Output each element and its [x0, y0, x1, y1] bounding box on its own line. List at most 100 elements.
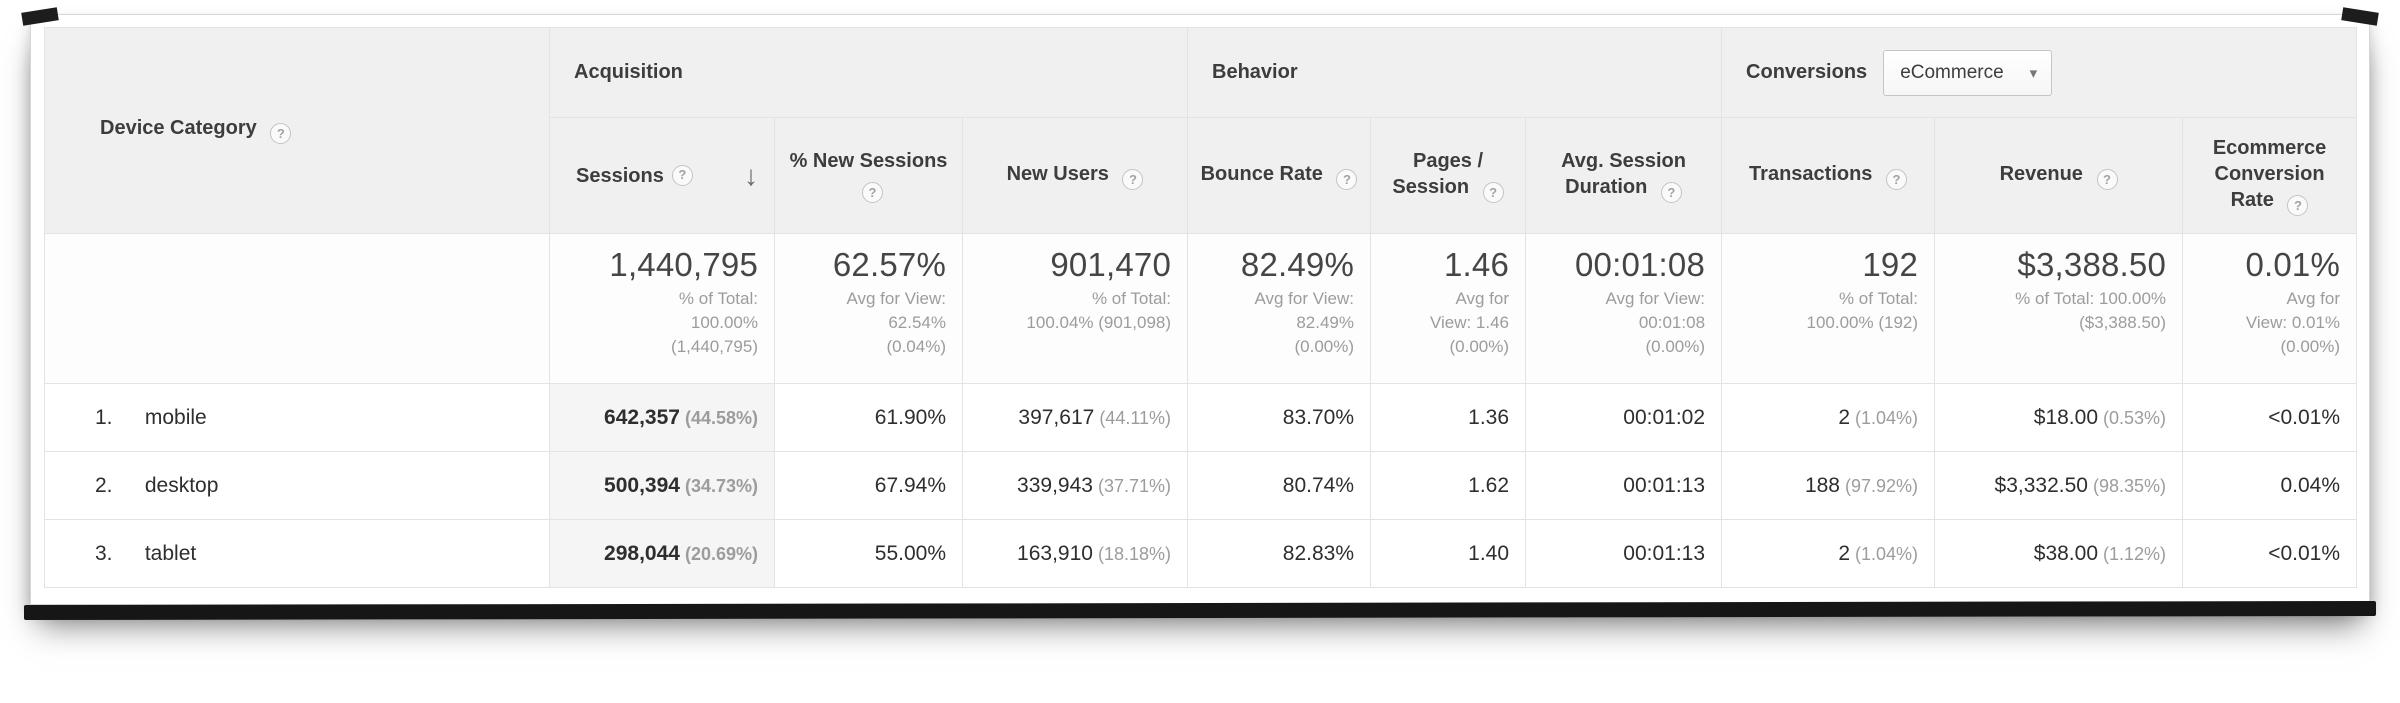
new-users-column-header[interactable]: New Users ?: [961, 117, 1189, 234]
totals-pages-session-cell: 1.46 Avg for View: 1.46 (0.00%): [1370, 233, 1527, 384]
column-label: Transactions: [1749, 162, 1873, 185]
summary-value: 1.46: [1443, 246, 1510, 283]
totals-device-cell: [44, 233, 550, 384]
pages-session-column-header[interactable]: Pages / Session ?: [1370, 117, 1527, 234]
conversions-group-header: Conversions eCommerce ▾: [1721, 27, 2358, 118]
frame-corner-shadow: [21, 7, 59, 26]
help-icon[interactable]: ?: [1122, 169, 1144, 191]
table-row: 1. mobile 642,357 (44.58%) 61.90% 397,617…: [44, 383, 2358, 452]
percent-of-total: (44.11%): [1099, 407, 1172, 428]
totals-transactions-cell: 192 % of Total: 100.00% (192): [1721, 233, 1936, 384]
new-sessions-column-header[interactable]: % New Sessions ?: [774, 117, 963, 234]
sort-descending-icon[interactable]: ↓: [744, 159, 758, 191]
sessions-column-header[interactable]: Sessions ? ↓: [549, 117, 775, 234]
device-category-column-header[interactable]: Device Category ?: [44, 27, 550, 234]
group-label: Conversions: [1746, 61, 1868, 83]
bounce-rate-column-header[interactable]: Bounce Rate ?: [1187, 117, 1372, 234]
group-label: Behavior: [1212, 61, 1298, 83]
new-sessions-cell: 67.94%: [774, 451, 963, 520]
group-header-row: Device Category ? Acquisition Behavior C…: [44, 27, 2358, 234]
revenue-cell: $18.00 (0.53%): [1934, 383, 2184, 452]
totals-conversion-rate-cell: 0.01% Avg for View: 0.01% (0.00%): [2182, 233, 2358, 384]
row-index: 2.: [95, 473, 113, 497]
device-cell: 1. mobile: [44, 383, 550, 452]
dropdown-value: eCommerce: [1900, 61, 2004, 83]
behavior-group-header: Behavior: [1187, 27, 1723, 118]
summary-value: 192: [1862, 246, 1919, 283]
summary-subtext: % of Total: 100.00% (192): [1806, 289, 1919, 332]
device-label[interactable]: desktop: [144, 473, 219, 497]
help-icon[interactable]: ?: [2287, 195, 2309, 217]
device-label[interactable]: mobile: [144, 405, 207, 429]
summary-subtext: % of Total: 100.00% ($3,388.50): [2015, 289, 2167, 332]
avg-session-duration-column-header[interactable]: Avg. Session Duration ?: [1525, 117, 1723, 234]
revenue-column-header[interactable]: Revenue ?: [1934, 117, 2184, 234]
summary-subtext: Avg for View: 00:01:08 (0.00%): [1605, 289, 1706, 356]
totals-new-users-cell: 901,470 % of Total: 100.04% (901,098): [961, 233, 1189, 384]
group-label: Acquisition: [574, 61, 683, 83]
summary-subtext: % of Total: 100.04% (901,098): [1026, 289, 1172, 332]
percent-of-total: (1.12%): [2103, 543, 2167, 564]
row-index: 3.: [95, 541, 113, 565]
column-label: Bounce Rate: [1200, 162, 1323, 185]
summary-subtext: Avg for View: 1.46 (0.00%): [1429, 289, 1510, 356]
table-row: 3. tablet 298,044 (20.69%) 55.00% 163,910…: [44, 519, 2358, 588]
percent-of-total: (37.71%): [1097, 475, 1172, 496]
analytics-table: Device Category ? Acquisition Behavior C…: [44, 27, 2358, 588]
column-label: Avg. Session Duration: [1561, 149, 1686, 198]
sessions-cell: 642,357 (44.58%): [549, 383, 775, 452]
column-label: Revenue: [1999, 162, 2083, 185]
ecommerce-conversion-rate-column-header[interactable]: Ecommerce Conversion Rate ?: [2182, 117, 2358, 234]
help-icon[interactable]: ?: [2096, 169, 2118, 191]
conversion-rate-cell: <0.01%: [2182, 383, 2358, 452]
summary-subtext: % of Total: 100.00% (1,440,795): [671, 289, 758, 356]
ecommerce-goal-dropdown[interactable]: eCommerce ▾: [1883, 49, 2053, 96]
transactions-cell: 188 (97.92%): [1721, 451, 1936, 520]
help-icon[interactable]: ?: [1660, 182, 1682, 204]
column-label: Pages / Session: [1392, 149, 1484, 198]
help-icon[interactable]: ?: [1336, 169, 1358, 191]
sessions-cell: 298,044 (20.69%): [549, 519, 775, 588]
column-label: % New Sessions: [789, 149, 948, 172]
summary-value: 82.49%: [1240, 246, 1355, 283]
bounce-rate-cell: 82.83%: [1187, 519, 1372, 588]
new-users-cell: 339,943 (37.71%): [961, 451, 1189, 520]
chevron-down-icon: ▾: [2029, 64, 2038, 82]
column-label: New Users: [1006, 162, 1109, 185]
column-label: Ecommerce Conversion Rate: [2212, 136, 2327, 211]
revenue-cell: $3,332.50 (98.35%): [1934, 451, 2184, 520]
avg-duration-cell: 00:01:02: [1525, 383, 1723, 452]
totals-sessions-cell: 1,440,795 % of Total: 100.00% (1,440,795…: [549, 233, 775, 384]
pages-session-cell: 1.36: [1370, 383, 1527, 452]
device-category-label: Device Category: [100, 117, 257, 139]
avg-duration-cell: 00:01:13: [1525, 451, 1723, 520]
row-index: 1.: [95, 405, 113, 429]
summary-value: 00:01:08: [1574, 246, 1706, 283]
summary-value: 901,470: [1050, 246, 1172, 283]
new-sessions-cell: 61.90%: [774, 383, 963, 452]
totals-bounce-rate-cell: 82.49% Avg for View: 82.49% (0.00%): [1187, 233, 1372, 384]
device-cell: 2. desktop: [44, 451, 550, 520]
percent-of-total: (1.04%): [1855, 543, 1919, 564]
transactions-column-header[interactable]: Transactions ?: [1721, 117, 1936, 234]
device-label[interactable]: tablet: [144, 541, 197, 565]
totals-row: 1,440,795 % of Total: 100.00% (1,440,795…: [44, 233, 2358, 384]
percent-of-total: (98.35%): [2092, 475, 2167, 496]
conversion-rate-cell: 0.04%: [2182, 451, 2358, 520]
help-icon[interactable]: ?: [1886, 169, 1907, 191]
totals-new-sessions-cell: 62.57% Avg for View: 62.54% (0.04%): [774, 233, 963, 384]
frame-corner-shadow: [2341, 7, 2379, 26]
help-icon[interactable]: ?: [862, 182, 883, 204]
new-users-cell: 163,910 (18.18%): [961, 519, 1189, 588]
pages-session-cell: 1.62: [1370, 451, 1527, 520]
transactions-cell: 2 (1.04%): [1721, 383, 1936, 452]
percent-of-total: (20.69%): [684, 543, 758, 564]
pages-session-cell: 1.40: [1370, 519, 1527, 588]
table-row: 2. desktop 500,394 (34.73%) 67.94% 339,94…: [44, 451, 2358, 520]
acquisition-group-header: Acquisition: [548, 27, 1189, 118]
help-icon[interactable]: ?: [1482, 182, 1504, 204]
transactions-cell: 2 (1.04%): [1721, 519, 1936, 588]
help-icon[interactable]: ?: [671, 165, 693, 186]
percent-of-total: (97.92%): [1844, 475, 1919, 496]
help-icon[interactable]: ?: [270, 123, 292, 144]
